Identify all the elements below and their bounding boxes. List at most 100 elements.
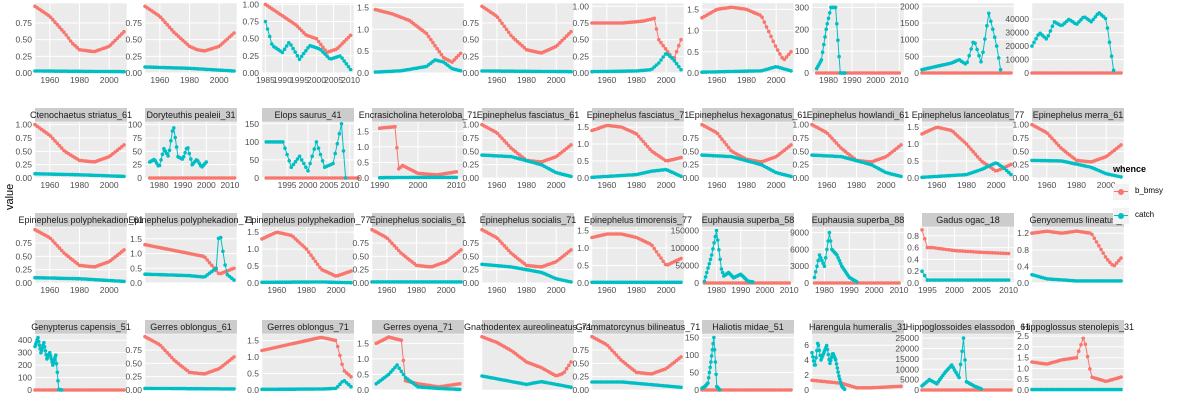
x-tick-label: 1995 [918, 285, 937, 295]
y-tick-label: 1.5 [577, 122, 589, 132]
data-point-b-bmsy [438, 50, 442, 54]
facet-panel: Grammatorcynus bilineatus_710.000.250.50… [572, 320, 700, 395]
y-tick-label: 0 [914, 385, 919, 395]
data-point-catch [313, 147, 317, 151]
y-tick-label: 1.00 [242, 0, 259, 9]
data-point-catch [710, 354, 714, 358]
x-tick-label: 2000 [767, 180, 786, 190]
x-tick-label: 1960 [597, 75, 616, 85]
y-tick-label: 1.5 [357, 338, 369, 348]
data-point-catch [661, 55, 665, 59]
data-point-catch [965, 61, 969, 65]
y-tick-label: 100 [795, 46, 809, 56]
facet-panel: Genyonemus lineatus_30.00.40.81.2 [1017, 213, 1126, 288]
data-point-catch [836, 38, 840, 42]
data-point-catch [835, 22, 839, 26]
facet-title: Encrasicholina heteroloba_71 [359, 110, 478, 120]
data-point-catch [171, 129, 175, 133]
data-point-catch [999, 68, 1003, 72]
facet-panel: Ctenochaetus striatus_610.000.250.500.75… [15, 108, 132, 190]
y-tick-label: 0.00 [462, 68, 479, 78]
x-tick-label: 1980 [627, 285, 646, 295]
data-point-catch [1104, 17, 1108, 21]
data-point-catch [331, 162, 335, 166]
data-point-b-bmsy [1101, 251, 1105, 255]
panel-background [145, 3, 237, 73]
y-tick-label: 25000 [895, 333, 919, 343]
x-tick-label: 1980 [407, 285, 426, 295]
data-point-catch [677, 65, 681, 69]
data-point-b-bmsy [427, 35, 431, 39]
facet-title: Epinephelus lanceolatus_77 [912, 110, 1025, 120]
data-point-catch [960, 350, 964, 354]
data-point-b-bmsy [314, 260, 318, 264]
data-point-catch [158, 164, 162, 168]
y-tick-label: 1500 [900, 18, 919, 28]
data-point-catch [708, 371, 712, 375]
y-tick-label: 5000 [900, 375, 919, 385]
y-tick-label: 0 [804, 68, 809, 78]
data-point-b-bmsy [1119, 375, 1123, 379]
data-point-catch [342, 149, 346, 153]
data-point-b-bmsy [569, 143, 573, 147]
y-tick-label: 150 [245, 119, 259, 129]
data-point-catch [266, 27, 270, 31]
data-point-b-bmsy [1097, 244, 1101, 248]
y-tick-label: 1.00 [462, 120, 479, 130]
y-tick-label: 0.75 [15, 18, 32, 28]
data-point-catch [825, 248, 829, 252]
data-point-catch [169, 139, 173, 143]
data-point-catch [814, 356, 818, 360]
facet-title: Ctenochaetus striatus_61 [30, 110, 132, 120]
data-point-catch [826, 22, 830, 26]
y-tick-label: 0 [254, 173, 259, 183]
data-point-catch [175, 145, 179, 149]
y-tick-label: 100 [245, 137, 259, 147]
data-point-b-bmsy [661, 44, 665, 48]
y-tick-label: 0.75 [125, 345, 142, 355]
y-tick-label: 0.25 [682, 160, 699, 170]
data-point-b-bmsy [496, 15, 500, 19]
y-tick-label: 0.0 [577, 278, 589, 288]
y-tick-label: 75 [133, 133, 143, 143]
data-point-catch [816, 259, 820, 263]
y-tick-label: 400 [18, 335, 32, 345]
data-point-b-bmsy [718, 135, 722, 139]
data-point-catch [679, 68, 683, 72]
y-tick-label: 200 [18, 360, 32, 370]
x-tick-label: 2000 [547, 75, 566, 85]
y-tick-label: 150 [685, 333, 699, 343]
data-point-b-bmsy [899, 143, 903, 147]
y-tick-label: 0.5 [247, 261, 259, 271]
data-point-catch [836, 370, 840, 374]
x-tick-label: 2000 [987, 180, 1006, 190]
data-point-catch [283, 146, 287, 150]
data-point-b-bmsy [1007, 252, 1011, 256]
x-tick-label: 2000 [100, 75, 119, 85]
data-point-b-bmsy [657, 253, 661, 257]
y-tick-label: 1.2 [1017, 228, 1029, 238]
y-tick-label: 20000 [895, 344, 919, 354]
facet-panel: Epinephelus fasciatus_610.000.250.500.75… [462, 108, 579, 190]
y-tick-label: 50 [133, 146, 143, 156]
data-point-catch [823, 264, 827, 268]
y-tick-label: 2.5 [1017, 331, 1029, 341]
data-point-catch [708, 366, 712, 370]
x-tick-label: 2000 [767, 75, 786, 85]
data-point-b-bmsy [232, 267, 236, 271]
x-tick-label: 1990 [840, 285, 859, 295]
y-tick-label: 1.5 [1017, 353, 1029, 363]
data-point-b-bmsy [655, 27, 659, 31]
y-tick-label: 0 [804, 278, 809, 288]
data-point-catch [285, 44, 289, 48]
y-tick-label: 0.5 [130, 263, 142, 273]
x-tick-label: 1960 [377, 285, 396, 295]
x-tick-label: 1980 [627, 180, 646, 190]
facet-panel: Hippoglossus stenolepis_310.00.51.01.52.… [1017, 320, 1134, 395]
x-tick-label: 2000 [409, 180, 428, 190]
